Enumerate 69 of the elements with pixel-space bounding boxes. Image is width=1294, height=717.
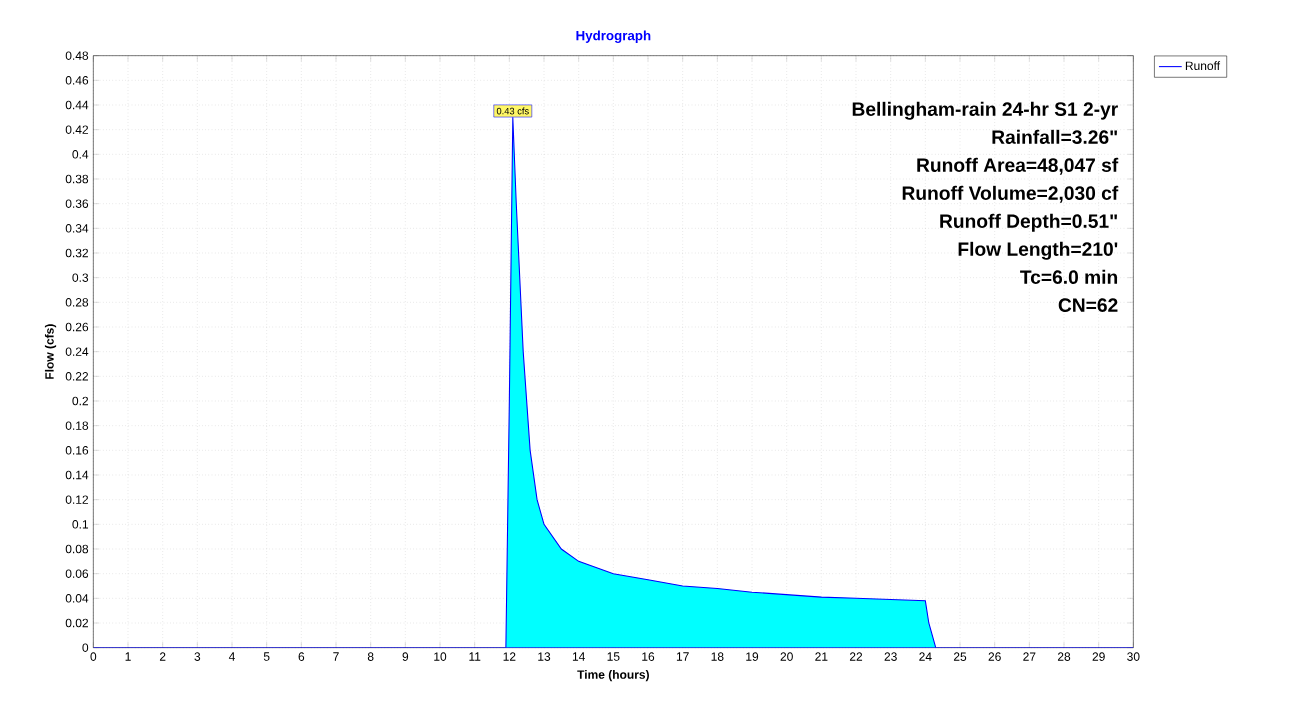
- y-tick-label: 0.46: [65, 76, 89, 85]
- x-tick-label: 10: [434, 652, 447, 661]
- y-tick-label: 0.48: [65, 51, 89, 60]
- x-tick-label: 22: [849, 652, 863, 661]
- y-tick-label: 0.24: [65, 347, 89, 356]
- annotation: Runoff Depth=0.51": [940, 213, 1117, 232]
- y-tick-label: 0.2: [72, 396, 89, 406]
- x-tick-label: 7: [333, 652, 339, 661]
- x-tick-label: 9: [402, 652, 409, 661]
- legend-label: Runoff: [1185, 61, 1221, 71]
- x-tick-label: 14: [572, 652, 585, 661]
- y-tick-label: 0.42: [65, 125, 89, 134]
- x-tick-label: 25: [953, 652, 967, 661]
- y-tick-label: 0.34: [65, 224, 89, 233]
- x-tick-label: 3: [194, 652, 201, 661]
- y-tick-label: 0.28: [65, 298, 89, 307]
- y-tick-label: 0.04: [65, 594, 89, 603]
- annotation: Bellingham-rain 24-hr S1 2-yr: [852, 101, 1118, 120]
- x-tick-label: 6: [298, 652, 305, 661]
- y-tick-label: 0.06: [65, 569, 89, 578]
- annotation: Flow Length=210': [958, 241, 1118, 260]
- y-tick-label: 0.08: [65, 544, 89, 554]
- x-tick-label: 23: [884, 652, 897, 661]
- x-tick-label: 12: [503, 652, 516, 661]
- annotation: Rainfall=3.26": [992, 129, 1117, 144]
- annotation: CN=62: [1058, 298, 1118, 312]
- annotation: 0.43 cfs: [496, 107, 529, 115]
- chart-title: Hydrograph: [576, 30, 651, 43]
- y-tick-label: 0.36: [65, 199, 89, 208]
- x-tick-label: 11: [469, 652, 481, 661]
- x-tick-label: 20: [780, 652, 793, 661]
- x-tick-label: 26: [988, 652, 1001, 661]
- x-tick-label: 19: [746, 652, 759, 661]
- y-tick-label: 0.26: [65, 322, 89, 332]
- y-tick-label: 0.38: [65, 174, 89, 184]
- x-tick-label: 0: [90, 652, 97, 661]
- x-tick-label: 16: [642, 652, 655, 661]
- annotation: Tc=6.0 min: [1020, 269, 1118, 284]
- x-tick-label: 1: [125, 652, 131, 661]
- x-tick-label: 2: [159, 652, 166, 661]
- y-tick-label: 0.16: [65, 446, 89, 455]
- x-tick-label: 17: [676, 652, 689, 661]
- x-tick-label: 28: [1057, 652, 1071, 661]
- y-tick-label: 0.18: [65, 421, 89, 430]
- y-tick-label: 0.02: [65, 618, 89, 628]
- y-tick-label: 0.14: [65, 470, 89, 480]
- annotation: Runoff Area=48,047 sf: [917, 157, 1119, 175]
- y-axis-title: Flow (cfs): [44, 324, 57, 379]
- x-tick-label: 13: [538, 652, 551, 661]
- x-tick-label: 24: [919, 652, 932, 661]
- x-tick-label: 5: [263, 652, 270, 661]
- y-tick-label: 0.1: [72, 520, 89, 529]
- x-tick-label: 21: [815, 652, 828, 661]
- x-tick-label: 18: [711, 652, 724, 661]
- x-tick-label: 29: [1092, 652, 1105, 661]
- annotation: Runoff Volume=2,030 cf: [902, 185, 1119, 203]
- x-tick-label: 8: [367, 652, 374, 661]
- x-tick-label: 4: [228, 652, 235, 661]
- y-tick-label: 0.3: [72, 273, 89, 282]
- y-tick-label: 0.12: [65, 495, 89, 504]
- x-tick-label: 27: [1023, 652, 1036, 661]
- y-tick-label: 0.44: [65, 100, 89, 110]
- y-tick-label: 0.22: [65, 372, 89, 381]
- x-tick-label: 30: [1127, 652, 1140, 661]
- y-tick-label: 0.32: [65, 248, 89, 258]
- y-tick-label: 0: [82, 643, 89, 652]
- x-axis-title: Time (hours): [577, 670, 649, 682]
- x-tick-label: 15: [607, 652, 620, 661]
- y-tick-label: 0.4: [72, 150, 89, 159]
